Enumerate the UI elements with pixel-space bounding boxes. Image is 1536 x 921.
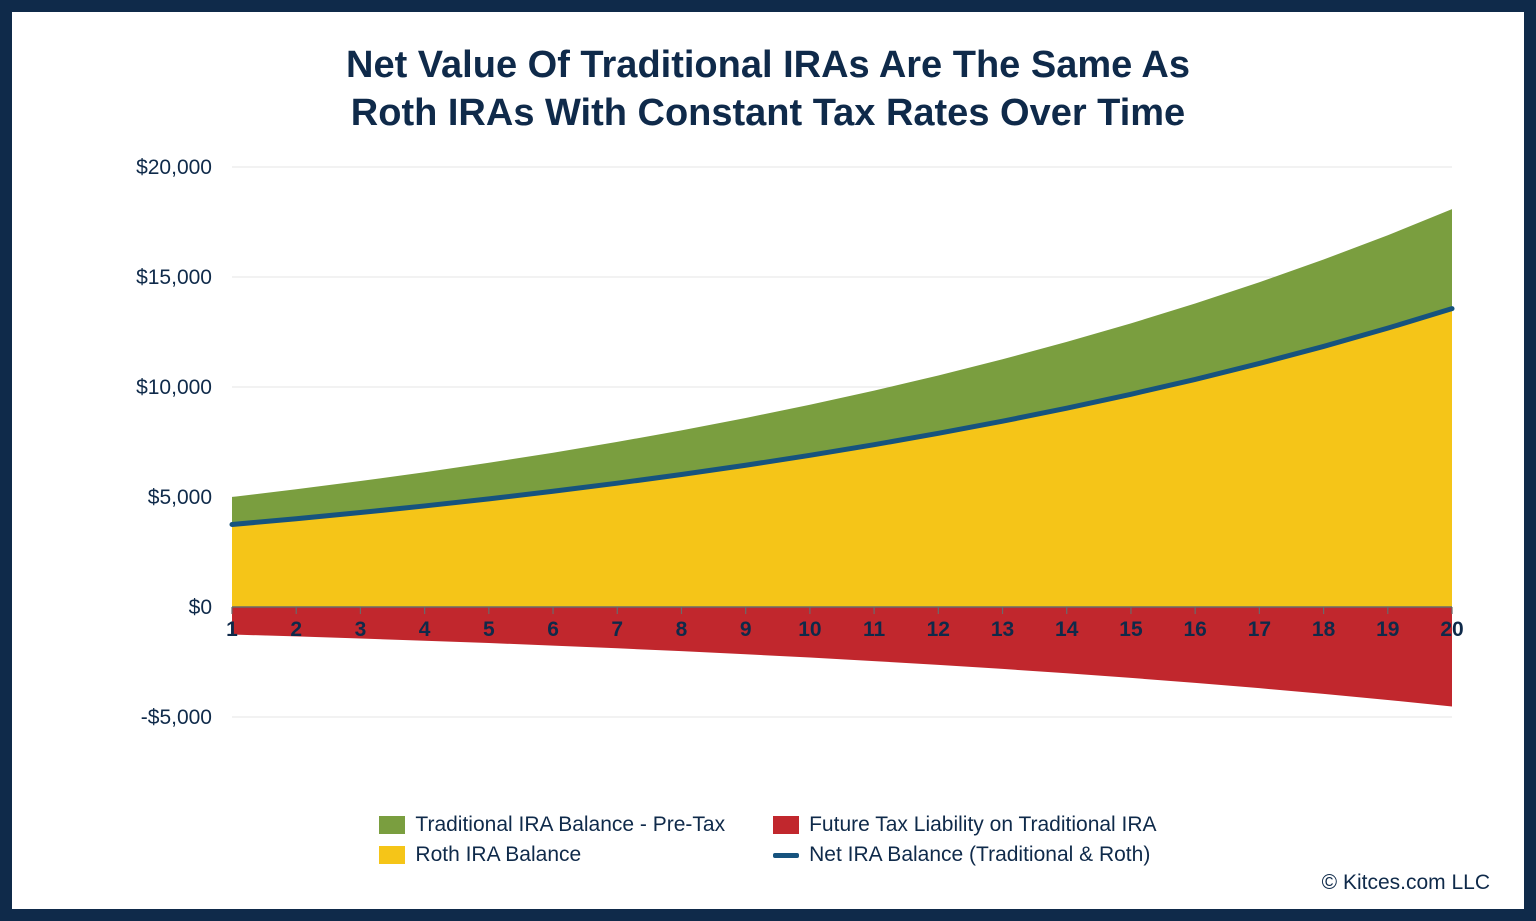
x-tick-label: 1 [226,618,238,641]
legend-label: Traditional IRA Balance - Pre-Tax [415,813,725,837]
x-tick-label: 16 [1183,618,1206,641]
x-tick-label: 10 [798,618,821,641]
chart-plot-area: 1234567891011121314151617181920-$5,000$0… [42,147,1494,805]
x-tick-label: 14 [1055,618,1079,641]
chart-svg: 1234567891011121314151617181920-$5,000$0… [42,147,1482,737]
legend-label: Future Tax Liability on Traditional IRA [809,813,1156,837]
legend-swatch [773,816,799,834]
y-tick-label: $5,000 [148,486,212,509]
x-tick-label: 12 [927,618,950,641]
chart-title: Net Value Of Traditional IRAs Are The Sa… [346,42,1190,137]
x-tick-label: 3 [355,618,367,641]
legend-swatch [379,816,405,834]
copyright-text: © Kitces.com LLC [42,871,1494,895]
x-tick-label: 2 [290,618,302,641]
legend-item: Traditional IRA Balance - Pre-Tax [379,813,725,837]
legend-swatch [773,853,799,858]
legend-item: Roth IRA Balance [379,843,725,867]
x-tick-label: 20 [1440,618,1463,641]
y-tick-label: $10,000 [136,376,212,399]
y-tick-label: $0 [189,596,212,619]
legend-label: Net IRA Balance (Traditional & Roth) [809,843,1150,867]
x-tick-label: 9 [740,618,752,641]
x-tick-label: 19 [1376,618,1399,641]
x-tick-label: 5 [483,618,495,641]
legend-item: Net IRA Balance (Traditional & Roth) [773,843,1156,867]
x-tick-label: 11 [863,618,886,641]
x-tick-label: 7 [611,618,623,641]
y-tick-label: $20,000 [136,156,212,179]
title-line-1: Net Value Of Traditional IRAs Are The Sa… [346,44,1190,86]
x-tick-label: 6 [547,618,559,641]
y-tick-label: $15,000 [136,266,212,289]
x-tick-label: 8 [676,618,688,641]
x-tick-label: 4 [419,618,431,641]
x-tick-label: 15 [1119,618,1143,641]
x-tick-label: 13 [991,618,1014,641]
x-tick-label: 17 [1248,618,1271,641]
chart-frame: Net Value Of Traditional IRAs Are The Sa… [0,0,1536,921]
x-tick-label: 18 [1312,618,1336,641]
chart-legend: Traditional IRA Balance - Pre-Tax Roth IR… [379,813,1156,867]
legend-label: Roth IRA Balance [415,843,581,867]
legend-item: Future Tax Liability on Traditional IRA [773,813,1156,837]
legend-swatch [379,846,405,864]
y-tick-label: -$5,000 [141,706,212,729]
title-line-2: Roth IRAs With Constant Tax Rates Over T… [351,92,1185,134]
